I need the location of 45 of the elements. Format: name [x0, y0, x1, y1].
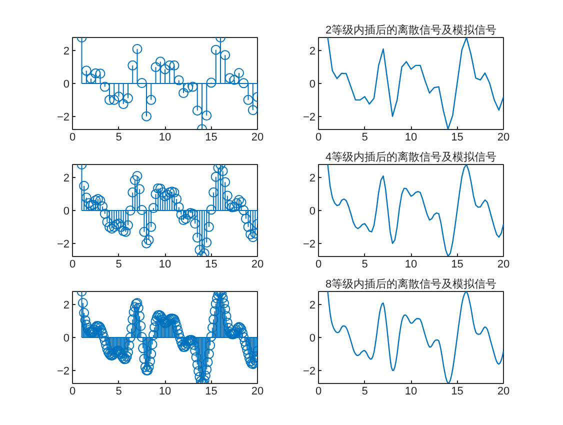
y-tick-label: 2 [309, 46, 316, 58]
y-tick-label: 0 [309, 332, 316, 344]
x-tick-label: 10 [404, 386, 418, 398]
y-tick-label: 2 [63, 172, 70, 185]
x-tick-label: 20 [497, 386, 510, 398]
x-tick-label: 20 [251, 132, 264, 144]
y-tick-label: −2 [302, 238, 316, 250]
chart-title: 8等级内插后的离散信号及模拟信号 [325, 278, 497, 290]
y-tick-label: 0 [63, 78, 70, 90]
x-tick-label: 20 [497, 132, 510, 144]
x-tick-label: 10 [158, 258, 172, 270]
x-tick-label: 15 [205, 386, 218, 398]
y-tick-label: −2 [302, 111, 316, 124]
y-tick-label: −2 [56, 365, 70, 378]
x-tick-label: 15 [451, 132, 464, 144]
x-tick-label: 5 [362, 132, 368, 144]
x-tick-label: 20 [251, 258, 264, 270]
y-tick-label: 0 [309, 206, 316, 218]
x-tick-label: 15 [451, 258, 464, 270]
x-tick-label: 5 [116, 386, 122, 398]
x-tick-label: 10 [404, 258, 418, 270]
y-tick-label: −2 [302, 365, 316, 378]
y-tick-label: 2 [63, 46, 70, 58]
x-tick-label: 5 [116, 132, 122, 144]
x-tick-label: 15 [451, 386, 464, 398]
x-tick-label: 15 [205, 258, 218, 270]
y-tick-label: 0 [309, 78, 316, 90]
x-tick-label: 15 [205, 132, 218, 144]
x-tick-label: 5 [362, 386, 368, 398]
x-tick-label: 10 [158, 132, 172, 144]
y-tick-label: 2 [309, 172, 316, 185]
y-tick-label: −2 [56, 111, 70, 124]
y-tick-label: 0 [63, 206, 70, 218]
chart-title: 2等级内插后的离散信号及模拟信号 [325, 24, 497, 36]
chart-title: 4等级内插后的离散信号及模拟信号 [325, 150, 497, 164]
x-tick-label: 20 [497, 258, 510, 270]
y-tick-label: 2 [63, 300, 70, 312]
x-tick-label: 10 [404, 132, 418, 144]
x-tick-label: 5 [362, 258, 368, 270]
y-tick-label: 2 [309, 300, 316, 312]
x-tick-label: 5 [116, 258, 122, 270]
y-tick-label: 0 [63, 332, 70, 344]
x-tick-label: 20 [251, 386, 264, 398]
x-tick-label: 10 [158, 386, 172, 398]
y-tick-label: −2 [56, 238, 70, 250]
